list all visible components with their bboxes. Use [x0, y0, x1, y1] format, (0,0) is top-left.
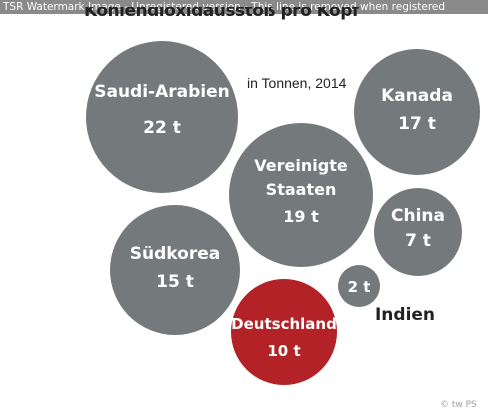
bubble-label-vereinigte-staaten: Staaten — [266, 180, 337, 199]
bubble-label-indien: Indien — [375, 305, 435, 325]
bubble-label-suedkorea: Südkorea — [130, 244, 220, 264]
bubble-value-kanada: 17 t — [398, 114, 436, 134]
bubble-label-deutschland: Deutschland — [231, 315, 337, 333]
bubble-label-china: China — [391, 206, 445, 226]
bubble-value-china: 7 t — [405, 231, 431, 251]
bubble-kanada — [354, 49, 480, 175]
bubble-value-indien: 2 t — [348, 278, 371, 296]
bubble-value-vereinigte-staaten: 19 t — [283, 207, 319, 226]
watermark-banner: TSR Watermark Image - Unregistered versi… — [0, 0, 488, 14]
bubble-saudi-arabien — [86, 41, 238, 193]
bubble-vereinigte-staaten — [229, 123, 373, 267]
bubble-suedkorea — [110, 205, 240, 335]
bubble-china — [374, 188, 462, 276]
bubble-value-saudi-arabien: 22 t — [143, 118, 181, 138]
bubble-indien — [338, 265, 380, 307]
bubble-value-suedkorea: 15 t — [156, 272, 194, 292]
bubble-label-vereinigte-staaten: Vereinigte — [254, 156, 348, 175]
bubble-label-saudi-arabien: Saudi-Arabien — [94, 82, 230, 102]
bubble-value-deutschland: 10 t — [267, 342, 300, 360]
chart-subtitle: in Tonnen, 2014 — [247, 75, 347, 91]
chart-title: Kohlendioxidausstoß pro Kopf — [84, 1, 359, 21]
copyright-notice: © tw PS — [440, 400, 477, 410]
bubble-deutschland — [231, 279, 337, 385]
bubble-label-kanada: Kanada — [381, 86, 453, 106]
